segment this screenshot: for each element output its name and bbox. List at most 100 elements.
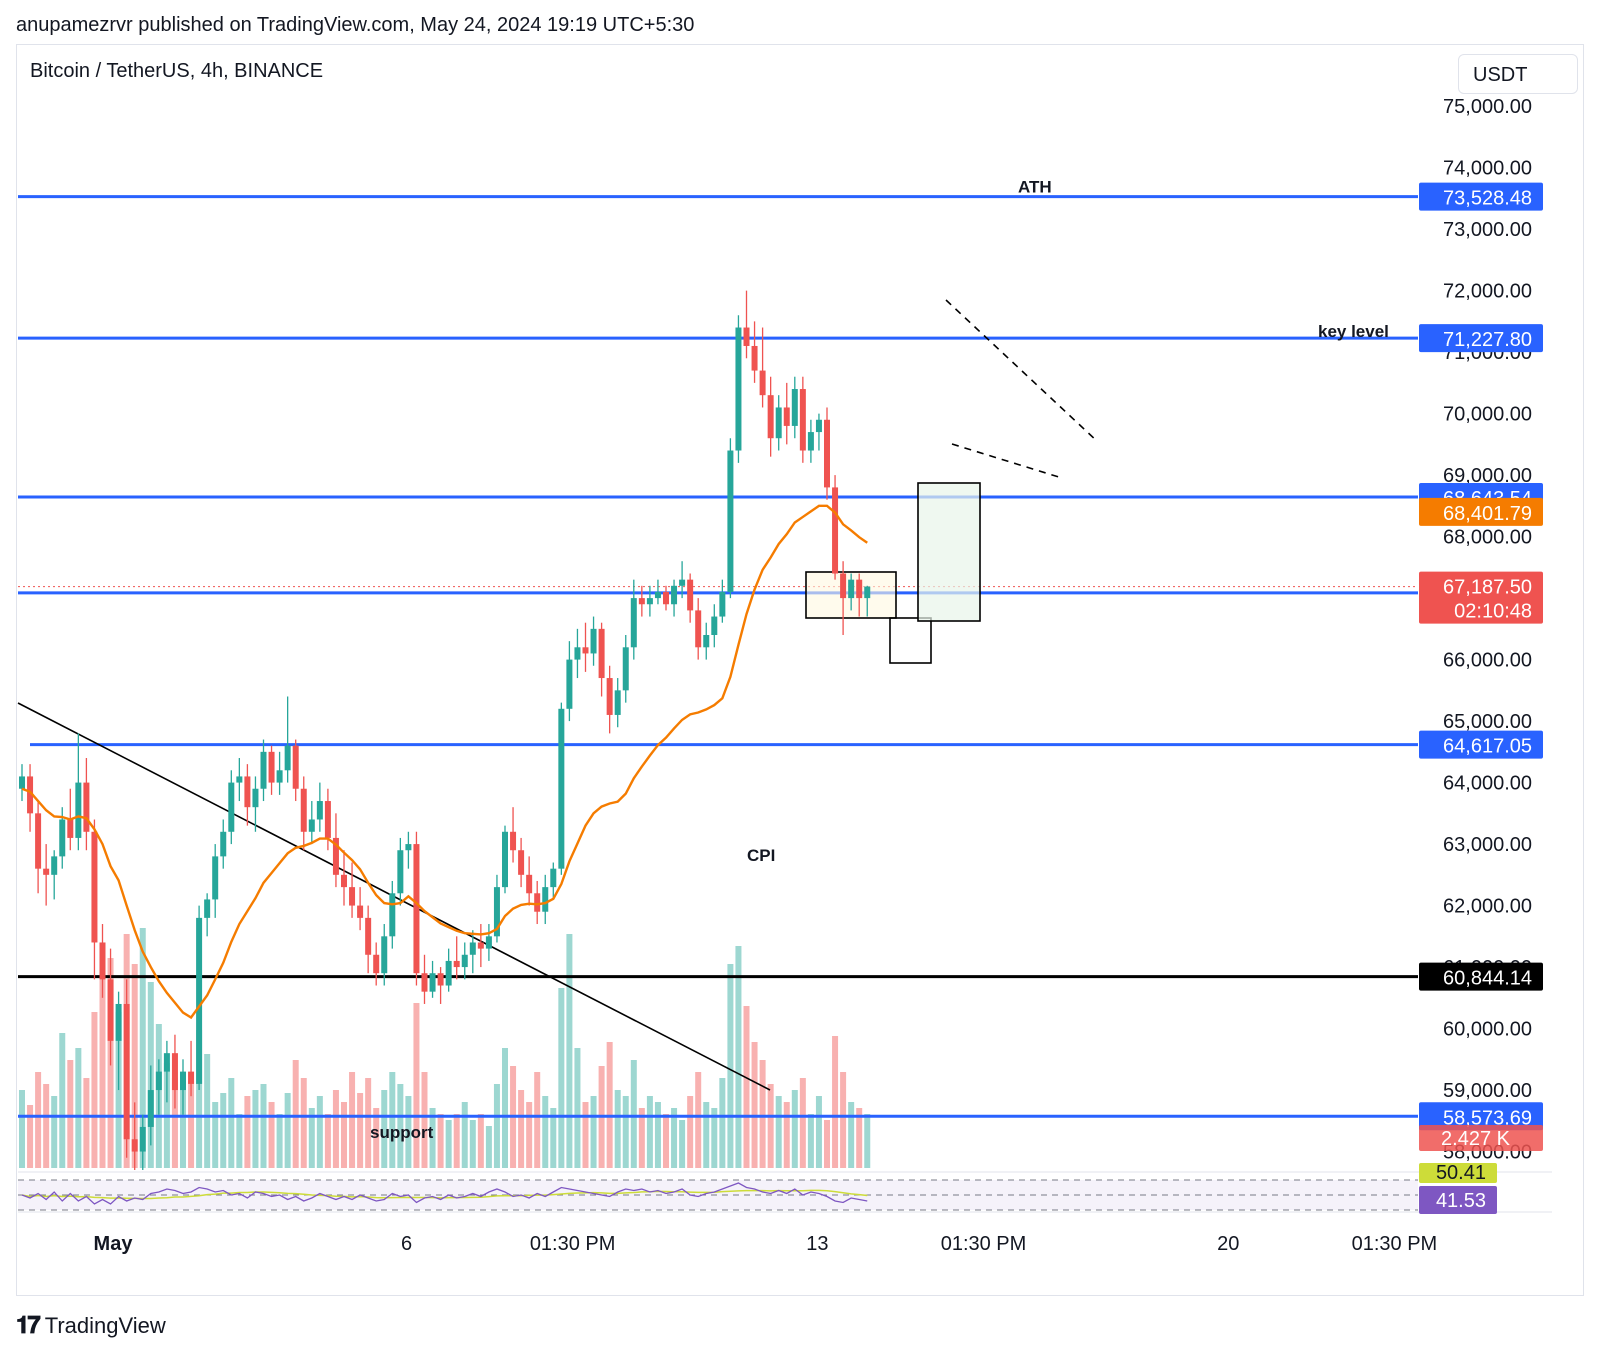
- candle-body: [614, 690, 621, 715]
- candle-body: [646, 598, 653, 605]
- volume-bar: [332, 1090, 339, 1168]
- candle-body: [349, 887, 356, 906]
- footer-brand[interactable]: 𝟏𝟕 TradingView: [16, 1312, 166, 1340]
- volume-bar: [389, 1072, 396, 1168]
- candle-body: [485, 936, 492, 949]
- volume-bar: [791, 1090, 798, 1168]
- volume-bars: [19, 928, 871, 1168]
- time-tick-label: May: [94, 1233, 134, 1255]
- candle-body: [51, 856, 58, 875]
- volume-bar: [485, 1126, 492, 1168]
- candle-body: [711, 616, 718, 635]
- price-tick-label: 65,000.00: [1443, 711, 1532, 733]
- volume-bar: [663, 1114, 669, 1168]
- price-tick-label: 75,000.00: [1443, 96, 1532, 118]
- candle-body: [91, 831, 98, 943]
- volume-bar: [357, 1093, 364, 1168]
- volume-bar: [99, 976, 106, 1168]
- candle-body: [99, 942, 106, 980]
- volume-bar: [405, 1096, 412, 1168]
- candle-body: [180, 1071, 186, 1091]
- candle-body: [123, 1003, 130, 1140]
- volume-bar: [131, 964, 138, 1168]
- candle-body: [783, 407, 790, 426]
- price-tick-label: 69,000.00: [1443, 465, 1532, 487]
- volume-bar: [711, 1108, 718, 1168]
- candle-body: [864, 586, 871, 599]
- candle-body: [196, 917, 203, 1084]
- level-price-tag-text: 60,844.14: [1443, 968, 1532, 990]
- volume-bar: [316, 1096, 323, 1168]
- candle-body: [598, 628, 605, 679]
- rsi-ma-tag-text: 50.41: [1436, 1162, 1486, 1184]
- candle-body: [542, 887, 549, 912]
- candle-body: [75, 782, 82, 838]
- level-price-tag: [1419, 324, 1543, 353]
- volume-bar: [236, 1114, 243, 1168]
- volume-bar: [365, 1078, 372, 1168]
- volume-tag: [1419, 1125, 1543, 1151]
- candle-body: [654, 591, 661, 599]
- candle-body: [663, 591, 669, 605]
- candle-body: [308, 819, 315, 832]
- candle-body: [461, 954, 468, 968]
- volume-bar: [284, 1093, 291, 1168]
- price-tick-label: 59,000.00: [1443, 1080, 1532, 1102]
- candle-body: [727, 450, 734, 592]
- level-price-tag: [1419, 182, 1543, 211]
- level-price-tag-text: 73,528.48: [1443, 188, 1532, 210]
- volume-bar: [43, 1084, 50, 1168]
- published-caption: anupamezrvr published on TradingView.com…: [16, 14, 695, 36]
- candle-body: [840, 573, 847, 599]
- candle-body: [558, 708, 565, 869]
- ema-series: [21, 504, 868, 1020]
- key-level-label: key level: [1318, 322, 1389, 341]
- volume-bar: [840, 1072, 847, 1168]
- candle-body: [445, 960, 452, 986]
- currency-selector[interactable]: USDT: [1458, 54, 1578, 94]
- candle-body: [566, 659, 573, 709]
- volume-bar: [381, 1090, 388, 1168]
- volume-bar: [75, 1048, 82, 1168]
- tradingview-logo-icon: 𝟏𝟕: [16, 1312, 41, 1339]
- candle-body: [453, 960, 460, 968]
- candle-body: [212, 856, 219, 900]
- candle-body: [163, 1053, 170, 1072]
- volume-bar: [574, 1048, 581, 1168]
- candle-body: [324, 801, 331, 838]
- volume-bar: [622, 1096, 629, 1168]
- volume-bar: [534, 1072, 541, 1168]
- time-tick-label: 13: [806, 1233, 828, 1255]
- price-tick-label: 62,000.00: [1443, 896, 1532, 918]
- volume-bar: [807, 1114, 814, 1168]
- candle-body: [421, 973, 428, 992]
- wedge-upper-line: [945, 299, 1099, 443]
- candle-body: [832, 487, 839, 574]
- candle-body: [590, 628, 597, 654]
- candle-body: [204, 899, 211, 918]
- volume-bar: [614, 1090, 621, 1168]
- candle-body: [381, 936, 388, 974]
- time-tick-label: 01:30 PM: [530, 1233, 616, 1255]
- candle-body: [373, 954, 380, 974]
- candle-body: [429, 973, 436, 992]
- volume-bar: [493, 1084, 500, 1168]
- volume-bar: [526, 1102, 533, 1168]
- cpi-label: CPI: [747, 846, 775, 865]
- candle-body: [188, 1071, 195, 1084]
- volume-bar: [212, 1102, 219, 1168]
- volume-bar: [244, 1096, 251, 1168]
- candle-body: [397, 850, 404, 894]
- volume-bar: [558, 988, 565, 1168]
- volume-bar: [783, 1102, 790, 1168]
- level-price-tag-text: 71,227.80: [1443, 329, 1532, 351]
- candle-body: [437, 973, 444, 986]
- volume-bar: [349, 1072, 356, 1168]
- candle-body: [27, 776, 34, 814]
- volume-bar: [300, 1078, 307, 1168]
- volume-bar: [453, 1114, 460, 1168]
- price-tick-label: 63,000.00: [1443, 834, 1532, 856]
- volume-bar: [566, 934, 573, 1168]
